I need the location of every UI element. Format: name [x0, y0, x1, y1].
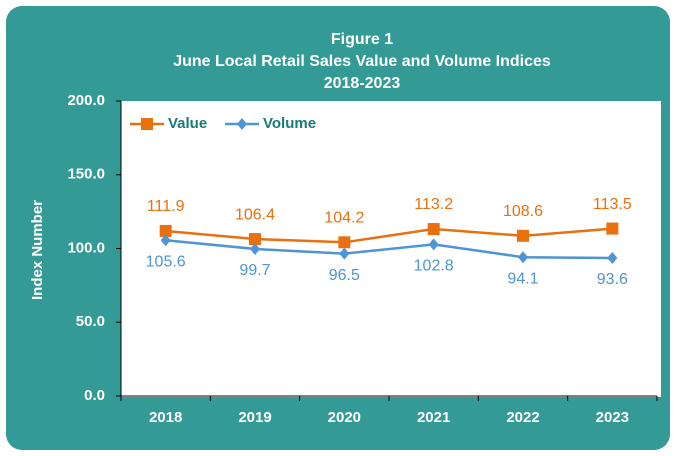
point — [250, 242, 260, 255]
legend-label: Volume — [263, 115, 316, 132]
point — [427, 223, 440, 236]
chart-subtitle: June Local Retail Sales Value and Volume… — [173, 53, 551, 70]
line — [165, 227, 613, 244]
legend-marker — [237, 118, 247, 130]
x-tick-label: 2023 — [596, 409, 629, 426]
legend-label: Value — [168, 115, 207, 132]
point — [606, 222, 619, 235]
line — [165, 238, 613, 260]
chart-period: 2018-2023 — [324, 75, 401, 92]
data-label: 111.9 — [147, 198, 185, 215]
data-label: 104.2 — [324, 210, 364, 227]
point — [517, 229, 529, 242]
x-tick-label: 2020 — [328, 409, 361, 426]
point — [428, 238, 439, 251]
x-tick-label: 2018 — [149, 409, 182, 426]
point — [518, 251, 528, 264]
point — [160, 234, 171, 247]
data-label: 94.1 — [507, 270, 538, 287]
y-axis-label: Index Number — [29, 200, 46, 300]
data-label: 99.7 — [239, 262, 270, 279]
data-label: 93.6 — [597, 271, 628, 288]
x-tick-label: 2019 — [238, 409, 271, 426]
data-label: 102.8 — [414, 258, 454, 275]
y-tick-label: 50.0 — [76, 313, 105, 330]
y-tick-label: 100.0 — [67, 239, 105, 256]
point — [607, 251, 618, 264]
data-label: 113.2 — [414, 196, 453, 213]
data-label: 106.4 — [235, 206, 275, 223]
data-label: 105.6 — [146, 253, 186, 270]
chart-title: Figure 1 — [331, 31, 393, 48]
point — [249, 233, 261, 246]
point — [159, 224, 172, 237]
y-tick-label: 200.0 — [67, 92, 105, 109]
data-label: 113.5 — [593, 196, 632, 213]
data-label: 96.5 — [329, 267, 360, 284]
point — [338, 236, 351, 249]
legend-marker — [141, 118, 153, 130]
x-tick-label: 2022 — [506, 409, 539, 426]
y-tick-label: 150.0 — [67, 166, 105, 183]
x-tick-label: 2021 — [417, 409, 450, 426]
data-label: 108.6 — [503, 203, 543, 220]
point — [339, 247, 350, 260]
y-tick-label: 0.0 — [84, 387, 105, 404]
